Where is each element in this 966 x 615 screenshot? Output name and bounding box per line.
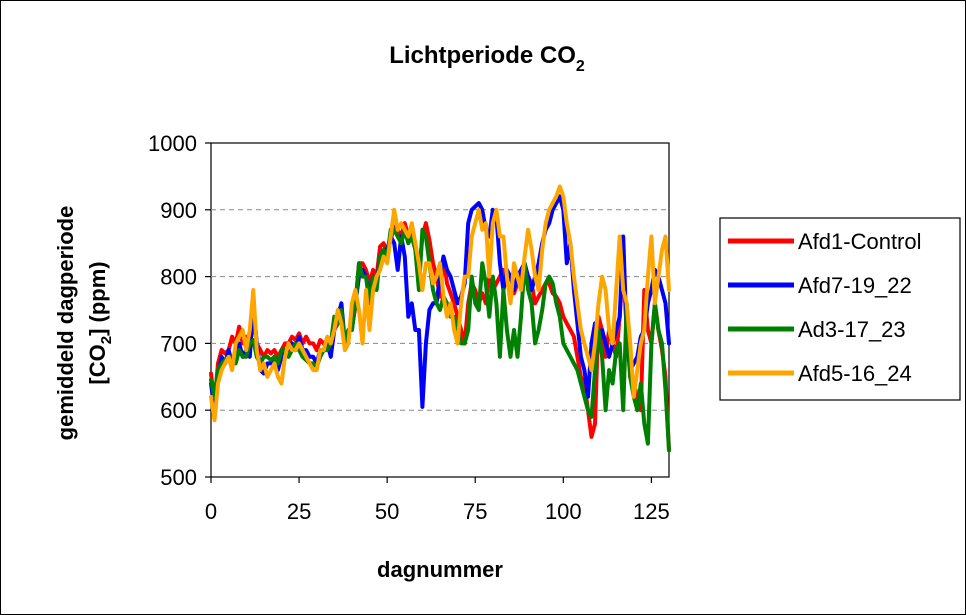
x-tick-label: 0: [205, 499, 217, 524]
y-axis-label-line2-sub: 2: [98, 336, 115, 344]
y-tick-label: 1000: [148, 131, 197, 156]
series-lines: [209, 184, 671, 453]
x-tick-label: 75: [463, 499, 487, 524]
x-tick-label: 50: [375, 499, 399, 524]
y-tick-label: 800: [160, 265, 197, 290]
legend-label: Afd1-Control: [798, 229, 922, 254]
y-axis-label: gemiddeld dagperiode [CO2] (ppm): [53, 206, 115, 441]
legend-box: [719, 217, 961, 401]
x-tick-label: 100: [545, 499, 582, 524]
y-axis-label-line2: [CO2] (ppm): [85, 261, 115, 384]
chart-title-subscript: 2: [576, 58, 585, 75]
x-axis-label: dagnummer: [377, 557, 503, 582]
y-tick-label: 700: [160, 331, 197, 356]
chart-title: Lichtperiode CO2: [389, 42, 585, 75]
y-axis-label-line2-post: ] (ppm): [85, 261, 110, 336]
legend-label: Afd5-16_24: [798, 361, 912, 386]
axis-ticks: 500 600 700 800 900 1000 0 25 50 75 100 125: [148, 131, 670, 524]
legend-label: Ad3-17_23: [798, 317, 906, 342]
y-axis-label-line2-pre: [CO: [85, 344, 110, 384]
chart-title-main: Lichtperiode CO: [389, 42, 576, 69]
x-tick-label: 125: [633, 499, 670, 524]
legend-label: Afd7-19_22: [798, 273, 912, 298]
y-tick-label: 900: [160, 198, 197, 223]
legend-entries: Afd1-Control Afd7-19_22 Ad3-17_23 Afd5-16_2…: [728, 229, 922, 386]
y-tick-label: 600: [160, 398, 197, 423]
y-tick-label: 500: [160, 465, 197, 490]
series-line-afd5-16-24: [209, 184, 671, 423]
x-tick-label: 25: [287, 499, 311, 524]
y-axis-label-line1: gemiddeld dagperiode: [53, 206, 78, 441]
